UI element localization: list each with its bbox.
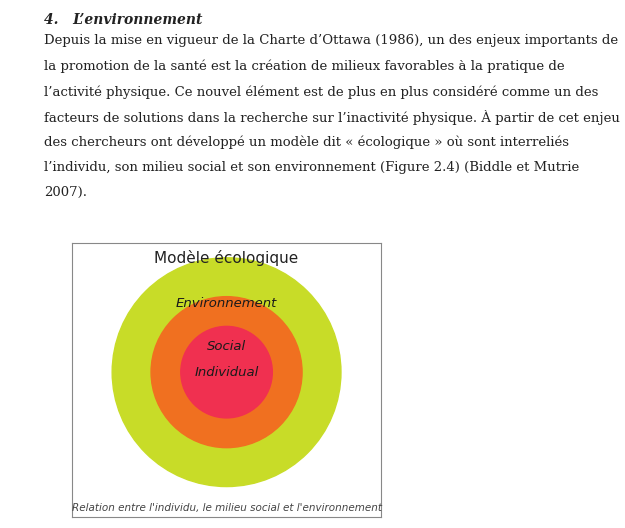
Circle shape: [151, 297, 302, 448]
Text: Depuis la mise en vigueur de la Charte d’Ottawa (1986), un des enjeux importants: Depuis la mise en vigueur de la Charte d…: [44, 34, 618, 48]
Text: Modèle écologique: Modèle écologique: [154, 250, 299, 266]
Circle shape: [181, 326, 272, 418]
Circle shape: [112, 258, 341, 487]
Text: Individual: Individual: [194, 366, 259, 379]
Text: l’activité physique. Ce nouvel élément est de plus en plus considéré comme un de: l’activité physique. Ce nouvel élément e…: [44, 85, 598, 99]
Text: Relation entre l'individu, le milieu social et l'environnement: Relation entre l'individu, le milieu soc…: [71, 503, 381, 513]
Text: l’individu, son milieu social et son environnement (Figure 2.4) (Biddle et Mutri: l’individu, son milieu social et son env…: [44, 161, 579, 174]
Text: 4.   L’environnement: 4. L’environnement: [44, 13, 202, 27]
Text: des chercheurs ont développé un modèle dit « écologique » où sont interreliés: des chercheurs ont développé un modèle d…: [44, 136, 569, 149]
Text: la promotion de la santé est la création de milieux favorables à la pratique de: la promotion de la santé est la création…: [44, 60, 564, 73]
Text: facteurs de solutions dans la recherche sur l’inactivité physique. À partir de c: facteurs de solutions dans la recherche …: [44, 110, 619, 125]
Text: Social: Social: [207, 341, 246, 353]
Text: 2007).: 2007).: [44, 186, 87, 200]
Text: Environnement: Environnement: [176, 297, 278, 310]
